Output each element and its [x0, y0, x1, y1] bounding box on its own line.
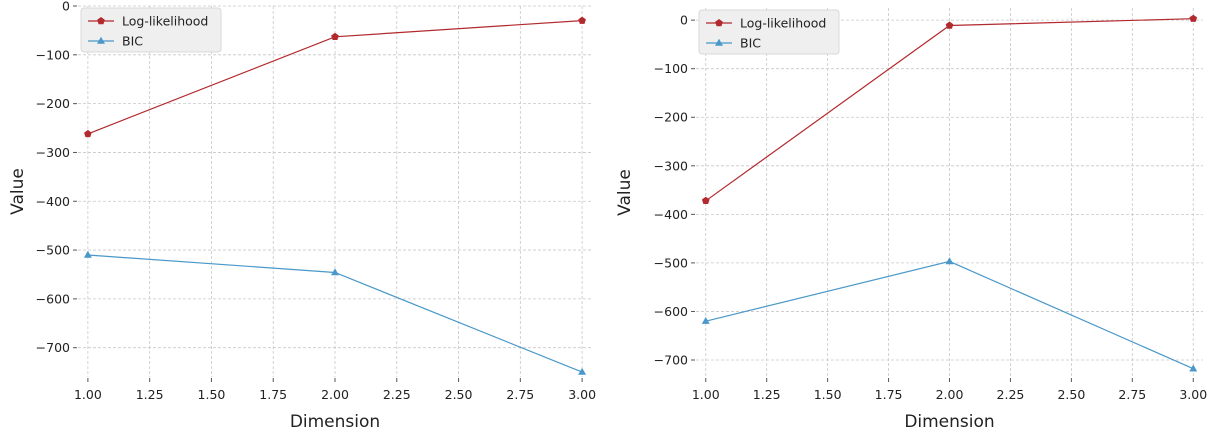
y-tick-label: −500	[36, 243, 70, 258]
series-bic	[83, 250, 587, 375]
y-axis-label: Value	[8, 168, 28, 215]
legend-marker	[97, 17, 105, 25]
y-tick-label: −300	[36, 145, 70, 160]
legend-label: Log-likelihood	[740, 16, 826, 31]
legend-marker	[97, 36, 105, 44]
y-tick-label: −200	[36, 96, 70, 111]
legend: Log-likelihood BIC	[698, 9, 840, 55]
x-tick-label: 2.00	[936, 387, 964, 402]
x-tick-label: 1.00	[692, 387, 720, 402]
legend-label: BIC	[740, 36, 761, 51]
data-point	[84, 129, 92, 138]
legend-box	[80, 7, 222, 53]
x-tick-label: 2.75	[506, 387, 534, 402]
chart-left: 1.00 1.25 1.50 1.75 2.00 2.25 2.50 2.75 3.00 0 −10…	[8, 0, 596, 432]
y-tick-label: −100	[36, 47, 70, 62]
gridlines	[78, 5, 592, 377]
x-axis-label: Dimension	[290, 412, 380, 432]
series-log-likelihood	[701, 14, 1198, 204]
x-tick-label: 2.00	[321, 387, 349, 402]
x-tick-label: 1.50	[198, 387, 226, 402]
data-point	[701, 316, 710, 324]
data-point	[578, 16, 586, 24]
data-point	[578, 367, 587, 375]
x-tick-label: 3.00	[568, 387, 596, 402]
y-tick-label: −200	[654, 110, 688, 125]
series-bic	[701, 257, 1198, 372]
x-tick-label: 1.00	[74, 387, 102, 402]
y-tick-label: −600	[36, 291, 70, 306]
legend-marker	[715, 38, 723, 46]
x-axis-label: Dimension	[904, 412, 994, 432]
x-tick-label: 2.50	[445, 387, 473, 402]
y-tick-label: −400	[36, 194, 70, 209]
x-tick-label: 1.75	[875, 387, 903, 402]
data-point	[331, 32, 339, 40]
legend-label: BIC	[122, 34, 143, 49]
x-tick-label: 2.75	[1118, 387, 1146, 402]
x-tick-label: 1.75	[259, 387, 287, 402]
y-tick-label: −700	[654, 353, 688, 368]
data-point	[83, 250, 92, 258]
x-tick-label: 2.25	[383, 387, 411, 402]
data-point	[331, 268, 339, 276]
y-tick-label: 0	[680, 13, 688, 28]
chart-right: 1.00 1.25 1.50 1.75 2.00 2.25 2.50 2.75 3.00 0 −10…	[615, 8, 1207, 432]
data-point	[945, 21, 954, 29]
x-tick-label: 2.25	[997, 387, 1025, 402]
legend-label: Log-likelihood	[122, 14, 208, 29]
x-tick-label: 2.50	[1057, 387, 1085, 402]
y-tick-label: 0	[62, 0, 70, 14]
x-tick-label: 1.25	[136, 387, 164, 402]
y-axis-label: Value	[615, 169, 635, 216]
x-tick-label: 1.25	[753, 387, 781, 402]
data-point	[1189, 14, 1198, 22]
y-tick-label: −500	[654, 255, 688, 270]
data-point	[1189, 364, 1198, 372]
y-tick-label: −300	[654, 158, 688, 173]
data-point	[945, 257, 954, 265]
series-log-likelihood	[84, 16, 586, 138]
x-tick-label: 3.00	[1179, 387, 1207, 402]
data-point	[701, 196, 710, 204]
legend: Log-likelihood BIC	[80, 7, 222, 53]
gridlines	[696, 8, 1203, 377]
y-tick-label: −100	[654, 61, 688, 76]
x-tick-label: 1.50	[814, 387, 842, 402]
y-tick-label: −400	[654, 207, 688, 222]
legend-marker	[715, 19, 723, 27]
y-tick-label: −700	[36, 340, 70, 355]
y-tick-label: −600	[654, 304, 688, 319]
legend-box	[698, 9, 840, 55]
